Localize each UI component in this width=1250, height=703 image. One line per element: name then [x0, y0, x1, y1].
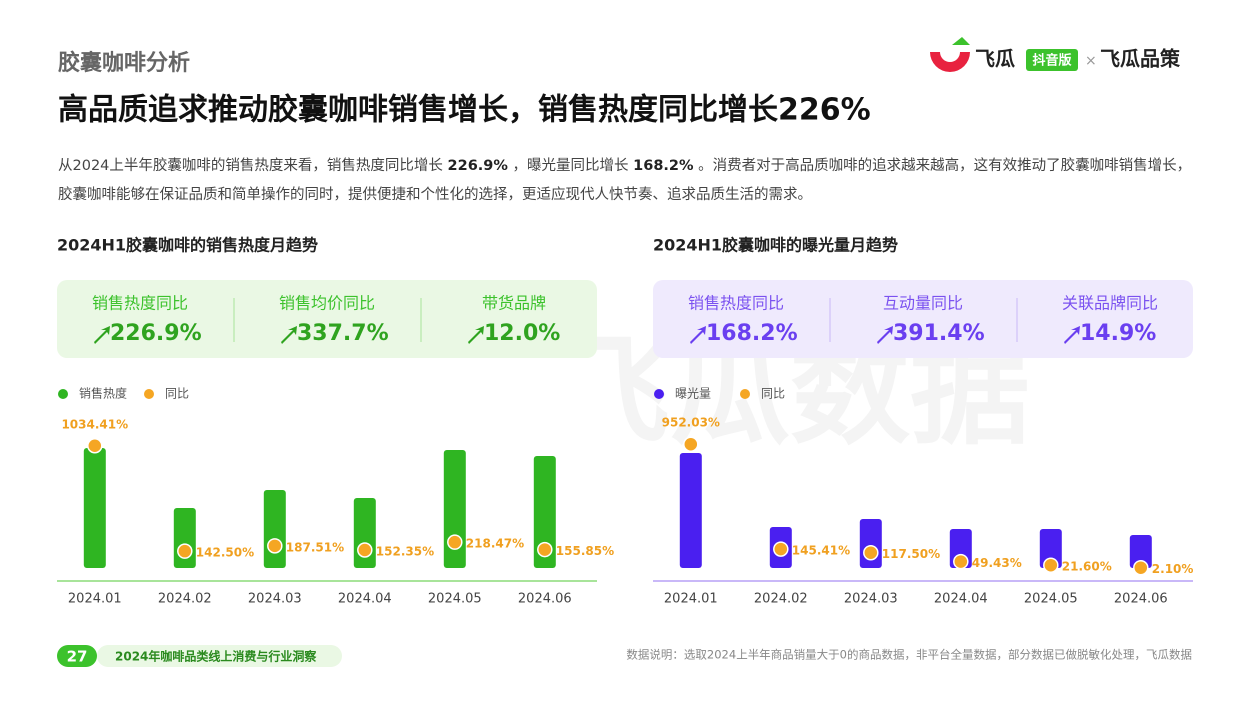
x-tick-label: 2024.03	[248, 592, 302, 607]
headline: 高品质追求推动胶囊咖啡销售增长，销售热度同比增长226%	[58, 93, 871, 128]
point	[177, 543, 193, 559]
chart-title: 2024H1胶囊咖啡的曝光量月趋势	[653, 236, 898, 255]
section-title: 胶囊咖啡分析	[58, 50, 190, 76]
kpi-label: 销售热度同比	[688, 294, 784, 313]
value-label: 218.47%	[466, 537, 524, 551]
logo-mark	[930, 52, 970, 72]
value-label: 117.50%	[882, 547, 940, 561]
value-label: 1034.41%	[61, 417, 128, 431]
bar	[1039, 529, 1062, 568]
kpi-value: 168.2%	[706, 321, 798, 346]
x-tick-label: 2024.06	[1114, 592, 1168, 607]
kpi-label: 带货品牌	[482, 294, 546, 313]
kpi-label: 销售均价同比	[279, 294, 375, 313]
value-label: 152.35%	[376, 544, 434, 558]
kpi-card	[653, 280, 1193, 358]
value-label: 155.85%	[556, 544, 614, 558]
source-note: 数据说明：选取2024上半年商品销量大于0的商品数据，非平台全量数据，部分数据已…	[626, 648, 1192, 662]
description: 从2024上半年胶囊咖啡的销售热度来看，销售热度同比增长 226.9% ，曝光量…	[58, 152, 1193, 210]
kpi-arrow	[690, 326, 706, 344]
point	[1043, 557, 1059, 573]
value-label: 952.03%	[662, 416, 720, 430]
point	[683, 436, 699, 452]
kpi-card	[57, 280, 597, 358]
point	[87, 438, 103, 454]
chart-title: 2024H1胶囊咖啡的销售热度月趋势	[57, 236, 318, 255]
description-part: 从2024上半年胶囊咖啡的销售热度来看，销售热度同比增长	[58, 158, 448, 174]
bar	[1129, 535, 1152, 568]
x-tick-label: 2024.04	[338, 592, 392, 607]
x-tick-label: 2024.04	[934, 592, 988, 607]
point	[1133, 559, 1149, 576]
kpi-value: 337.7%	[297, 321, 389, 346]
kpi-label: 关联品牌同比	[1062, 294, 1158, 313]
kpi-value: 14.9%	[1080, 321, 1156, 346]
page-number: 27	[67, 648, 88, 666]
bar	[83, 448, 106, 568]
kpi-arrow	[94, 326, 110, 344]
point	[953, 553, 969, 570]
description-part: 168.2%	[633, 158, 694, 174]
description-part: ，曝光量同比增长	[507, 158, 634, 174]
description-part: 226.9%	[447, 158, 508, 174]
value-label: 145.41%	[792, 544, 850, 558]
x-tick-label: 2024.06	[518, 592, 572, 607]
logo-badge	[1026, 49, 1078, 71]
value-label: 21.60%	[1062, 560, 1112, 574]
legend-label: 曝光量	[675, 387, 711, 401]
kpi-arrow	[281, 326, 297, 344]
kpi-arrow	[877, 326, 893, 344]
value-label: 2.10%	[1152, 562, 1194, 576]
value-label: 142.50%	[196, 546, 254, 560]
x-tick-label: 2024.03	[844, 592, 898, 607]
x-tick-label: 2024.02	[158, 592, 212, 607]
point	[357, 542, 373, 558]
point	[863, 544, 879, 561]
value-label: 187.51%	[286, 540, 344, 554]
bar	[443, 450, 466, 568]
legend-label: 同比	[761, 387, 785, 401]
bar	[679, 453, 702, 568]
report-badge	[97, 645, 342, 667]
legend-dot	[58, 389, 68, 399]
x-tick-label: 2024.02	[754, 592, 808, 607]
bar	[263, 490, 286, 568]
kpi-arrow	[468, 326, 484, 344]
point	[447, 534, 463, 550]
legend-label: 销售热度	[79, 386, 127, 401]
value-label: 49.43%	[972, 556, 1022, 570]
logo-text-2: 飞瓜品策	[1100, 47, 1181, 71]
point	[267, 538, 283, 554]
logo-text: 飞瓜	[975, 47, 1015, 71]
x-tick-label: 2024.05	[1024, 592, 1078, 607]
bar	[859, 519, 882, 568]
kpi-arrow	[1064, 326, 1080, 344]
x-tick-label: 2024.05	[428, 592, 482, 607]
kpi-value: 391.4%	[893, 321, 985, 346]
bar	[533, 456, 556, 568]
logo-leaf	[952, 37, 970, 45]
kpi-value: 226.9%	[110, 321, 202, 346]
page-badge	[57, 645, 97, 667]
kpi-label: 销售热度同比	[92, 294, 188, 313]
logo-badge-text: 抖音版	[1032, 53, 1071, 69]
bar	[173, 508, 196, 568]
legend-dot	[654, 389, 664, 399]
legend-dot	[740, 389, 750, 399]
kpi-value: 12.0%	[484, 321, 560, 346]
x-tick-label: 2024.01	[664, 592, 718, 607]
point	[537, 541, 553, 558]
legend-dot	[144, 389, 154, 399]
kpi-label: 互动量同比	[883, 294, 963, 313]
logo-x: ×	[1085, 53, 1097, 69]
point	[773, 541, 789, 557]
legend-label: 同比	[165, 387, 189, 401]
report-name: 2024年咖啡品类线上消费与行业洞察	[115, 649, 317, 664]
description-part: 。消费者对于高品质咖啡的追求越来越高，这有效推动了胶囊咖啡销售增长，胶囊咖啡能够…	[58, 158, 1192, 203]
x-tick-label: 2024.01	[68, 592, 122, 607]
